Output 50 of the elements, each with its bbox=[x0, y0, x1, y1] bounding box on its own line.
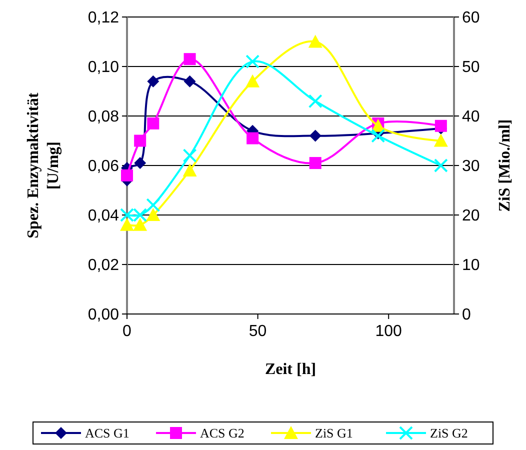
point bbox=[184, 75, 196, 88]
point bbox=[309, 130, 322, 142]
point bbox=[147, 117, 160, 130]
y-tick-label: 0,02 bbox=[88, 257, 120, 274]
point bbox=[434, 158, 448, 172]
point bbox=[120, 208, 134, 222]
point bbox=[146, 198, 160, 212]
y2-tick-label: 50 bbox=[462, 59, 480, 76]
point bbox=[246, 132, 259, 144]
x-tick-label: 0 bbox=[122, 323, 132, 340]
y-tick-label: 0,06 bbox=[88, 158, 120, 176]
y2-tick-label: 0 bbox=[462, 306, 471, 324]
point bbox=[309, 157, 322, 170]
point bbox=[246, 54, 260, 69]
point bbox=[182, 148, 197, 163]
point bbox=[121, 169, 133, 182]
x-tick-label: 50 bbox=[248, 323, 267, 340]
y-axis-title: Spez. Enzymaktivität [U/mg] bbox=[25, 92, 62, 238]
point bbox=[134, 157, 146, 170]
point bbox=[133, 218, 148, 231]
point bbox=[134, 134, 146, 147]
point bbox=[146, 208, 160, 221]
point bbox=[182, 163, 197, 176]
legend-label: ZiS G2 bbox=[430, 426, 468, 441]
y2-axis-title: ZiS [Mio./ml] bbox=[496, 119, 514, 212]
y2-tick-label: 40 bbox=[462, 108, 480, 126]
y2-tick-label: 60 bbox=[462, 10, 480, 27]
y2-tick-label: 20 bbox=[462, 208, 480, 225]
point bbox=[308, 94, 322, 108]
point bbox=[434, 134, 448, 147]
point bbox=[434, 120, 447, 132]
y-tick-label: 0,12 bbox=[88, 10, 120, 27]
y-tick-label: 0,08 bbox=[88, 108, 120, 126]
point bbox=[147, 75, 160, 88]
point bbox=[133, 208, 148, 222]
point bbox=[184, 53, 196, 66]
y-tick-label: 0,10 bbox=[88, 59, 120, 76]
point bbox=[308, 34, 322, 48]
y-tick-label: 0,00 bbox=[88, 306, 120, 324]
legend-label: ACS G1 bbox=[85, 426, 130, 441]
point bbox=[246, 74, 260, 88]
point bbox=[120, 218, 134, 231]
x-axis-title: Zeit [h] bbox=[264, 361, 316, 378]
y2-tick-label: 10 bbox=[462, 257, 480, 274]
point bbox=[371, 128, 386, 143]
y-tick-label: 0,04 bbox=[88, 208, 120, 225]
legend-label: ACS G2 bbox=[200, 426, 244, 441]
legend-label: ZiS G1 bbox=[315, 426, 353, 441]
y2-tick-label: 30 bbox=[462, 158, 480, 176]
x-tick-label: 100 bbox=[375, 323, 402, 340]
